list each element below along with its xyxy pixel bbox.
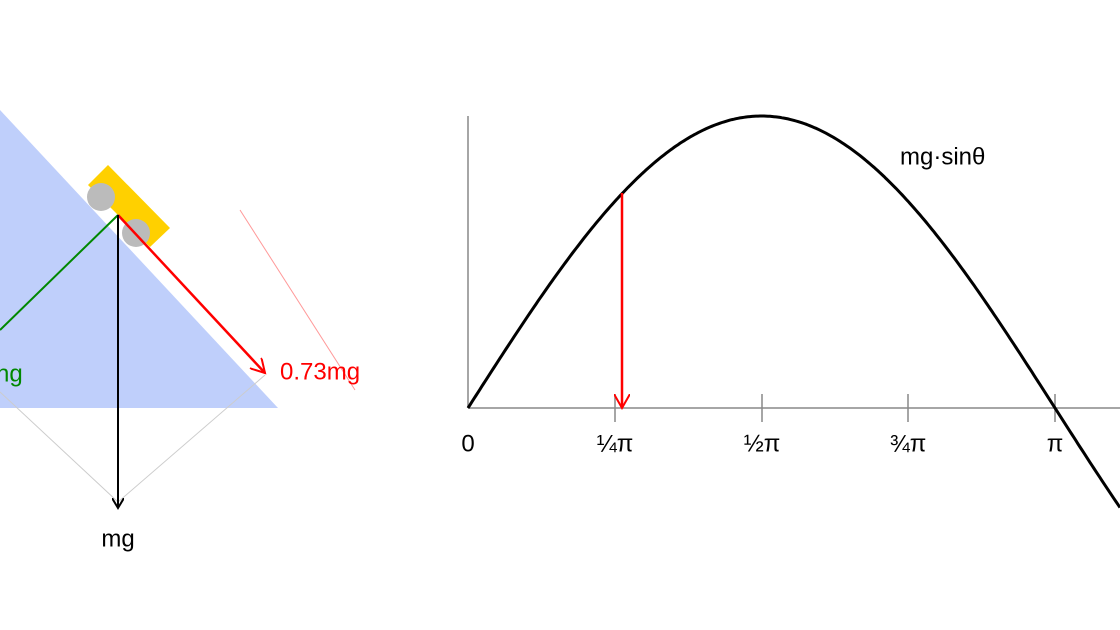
x-tick-label: π — [1047, 430, 1064, 457]
x-tick-label: ½π — [744, 430, 781, 457]
normal-force — [0, 214, 119, 331]
x-tick-label: 0 — [461, 430, 474, 457]
sine-curve — [466, 114, 1120, 509]
guide-line — [0, 391, 119, 503]
incline — [0, 110, 278, 408]
parallel-force — [117, 214, 265, 373]
x-tick-label: ¼π — [597, 430, 634, 457]
x-tick-label: ¾π — [890, 430, 927, 457]
wheel — [87, 183, 115, 211]
normal-label: ng — [0, 360, 23, 387]
guide-line — [117, 374, 266, 503]
parallel-label: 0.73mg — [280, 358, 360, 385]
curve-label: mg·sinθ — [900, 143, 985, 170]
weight-label: mg — [101, 525, 134, 552]
guide-line — [239, 209, 356, 391]
